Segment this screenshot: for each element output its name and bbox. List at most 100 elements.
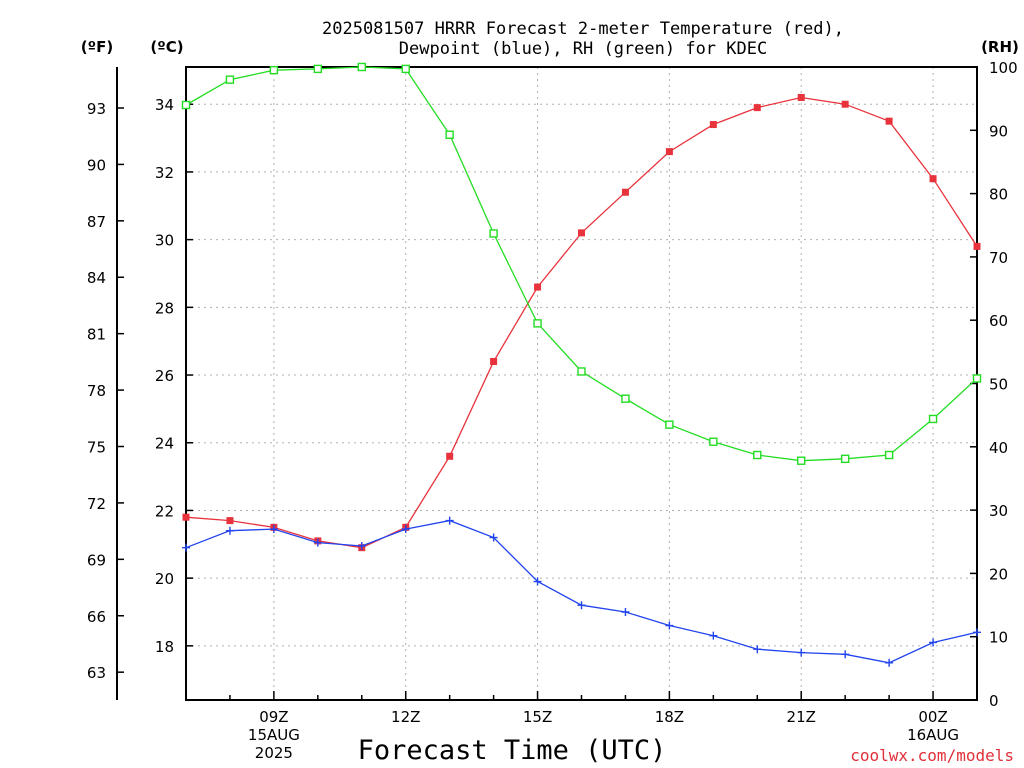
temperature-point [182,513,190,521]
fahrenheit-tick-label: 84 [87,269,106,287]
axes [116,66,978,701]
x-tick-label: 18Z [655,708,684,726]
temperature-point [578,229,585,237]
rh-tick-label: 60 [989,312,1008,330]
rh-unit-label: (RH) [981,38,1019,56]
fahrenheit-tick-label: 69 [87,551,106,569]
fahrenheit-tick-label: 66 [87,608,106,626]
temperature-point [490,357,498,365]
dewpoint-point [885,658,894,667]
rh-point [797,456,806,465]
dewpoint-point [577,601,586,610]
rh-point [577,367,586,376]
fahrenheit-tick-label: 78 [87,382,106,400]
series-group [181,62,982,667]
rh-point [489,229,498,238]
fahrenheit-tick-label: 90 [87,156,106,174]
temperature-line [185,96,978,549]
fahrenheit-tick-label: 75 [87,438,106,456]
rh-line [185,66,978,462]
x-tick-label: 09Z [259,708,288,726]
celsius-tick-label: 22 [155,502,174,520]
fahrenheit-tick-label: 63 [87,664,106,682]
rh-tick-label: 50 [989,376,1008,394]
temperature-point [709,121,717,129]
dewpoint-line [185,519,978,664]
chart-subtitle: Dewpoint (blue), RH (green) for KDEC [399,39,767,59]
celsius-tick-label: 32 [155,164,174,182]
rh-point [445,130,454,139]
celsius-tick-label: 30 [155,232,174,250]
dewpoint-point [841,650,850,659]
celsius-tick-label: 28 [155,299,174,317]
celsius-tick-label: 26 [155,367,174,385]
dewpoint-point [401,525,410,534]
temperature-point [753,104,761,112]
x-axis-label: Forecast Time (UTC) [358,735,667,766]
rh-point [665,420,674,429]
rh-point [313,64,323,74]
x-tick-label: 12Z [391,708,420,726]
x-tick-label: 15Z [523,708,552,726]
celsius-tick-label: 20 [155,570,174,588]
rh-point [928,414,938,424]
dewpoint-point [709,631,718,640]
fahrenheit-tick-label: 81 [87,326,106,344]
dewpoint-point [269,525,278,534]
rh-point [972,374,982,383]
rh-point [753,450,762,460]
rh-point [357,62,366,72]
celsius-tick-label: 24 [155,435,174,453]
temperature-point [665,148,673,156]
rh-tick-label: 10 [989,629,1008,647]
dewpoint-point [182,543,190,552]
temperature-point [929,175,937,183]
temperature-point [446,452,454,460]
rh-point [709,437,718,446]
dewpoint-point [929,638,938,647]
tick-labels: 18 20 22 24 26 28 30 32 34 63 66 69 72 75 78 81 84 87 90 93… [87,59,1018,762]
rh-tick-label: 70 [989,249,1008,267]
rh-point [840,454,850,464]
x-tick-label: 00Z [918,708,947,726]
dewpoint-point [489,533,498,542]
fahrenheit-tick-label: 87 [87,213,106,231]
temperature-point [534,283,542,291]
dewpoint-point [797,648,806,657]
temperature-point [973,242,981,250]
fahrenheit-unit-label: (ºF) [81,38,113,56]
temperature-point [621,188,629,196]
dewpoint-point [621,607,630,616]
celsius-unit-label: (ºC) [150,38,183,56]
rh-point [225,75,235,84]
dewpoint-point [313,538,322,547]
fahrenheit-tick-label: 72 [87,495,106,513]
rh-point [884,450,894,460]
credit-label: coolwx.com/models [850,746,1014,765]
temperature-point [885,117,893,125]
dewpoint-point [445,516,454,525]
x-tick-label: 16AUG [907,726,959,744]
chart-title: 2025081507 HRRR Forecast 2-meter Tempera… [322,19,844,39]
celsius-tick-label: 34 [155,96,174,114]
rh-tick-label: 80 [989,186,1008,204]
temperature-point [841,100,849,108]
rh-point [401,64,410,74]
dewpoint-point [225,526,234,535]
rh-tick-label: 40 [989,439,1008,457]
x-tick-label: 2025 [255,744,293,762]
rh-point [181,100,191,110]
rh-tick-label: 0 [989,692,999,710]
rh-point [621,394,630,403]
dewpoint-point [357,541,366,550]
celsius-tick-label: 18 [155,638,174,656]
dewpoint-point [973,628,981,637]
dewpoint-point [533,577,542,586]
dewpoint-point [665,621,674,630]
rh-tick-label: 20 [989,565,1008,583]
rh-tick-label: 30 [989,502,1008,520]
rh-point [533,319,542,328]
rh-tick-label: 90 [989,122,1008,140]
dewpoint-point [753,645,762,654]
